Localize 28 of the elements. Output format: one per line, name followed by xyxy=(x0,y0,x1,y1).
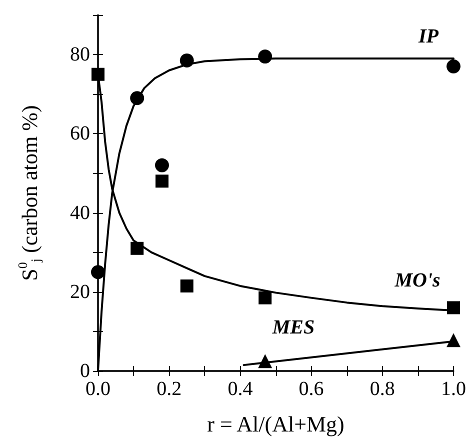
point xyxy=(258,50,272,64)
point xyxy=(447,301,460,314)
point xyxy=(130,242,144,255)
point xyxy=(155,174,168,188)
x-tick-label: 0.2 xyxy=(156,378,182,400)
point xyxy=(258,291,272,304)
x-axis-title: r = Al/(Al+Mg) xyxy=(207,412,344,436)
point xyxy=(155,158,169,172)
x-tick-label: 0.6 xyxy=(298,378,324,400)
y-tick-label: 80 xyxy=(70,44,90,66)
point xyxy=(180,53,194,68)
point xyxy=(92,68,104,81)
y-tick-label: 40 xyxy=(70,202,90,224)
point xyxy=(446,333,460,348)
y-axis-title: S0j (carbon atom %) xyxy=(15,105,43,281)
point xyxy=(258,354,272,368)
y-tick-label: 60 xyxy=(70,122,90,145)
series-label: IP xyxy=(418,26,440,48)
series-label: MES xyxy=(271,316,315,338)
point xyxy=(180,279,194,292)
series-label: MO's xyxy=(394,269,440,292)
point xyxy=(446,59,460,74)
point xyxy=(130,91,144,106)
x-tick-label: 0.8 xyxy=(370,378,395,400)
x-tick-label: 1.0 xyxy=(441,378,466,400)
point xyxy=(91,265,105,280)
y-tick-label: 20 xyxy=(70,280,90,303)
x-tick-label: 0.4 xyxy=(228,378,253,400)
